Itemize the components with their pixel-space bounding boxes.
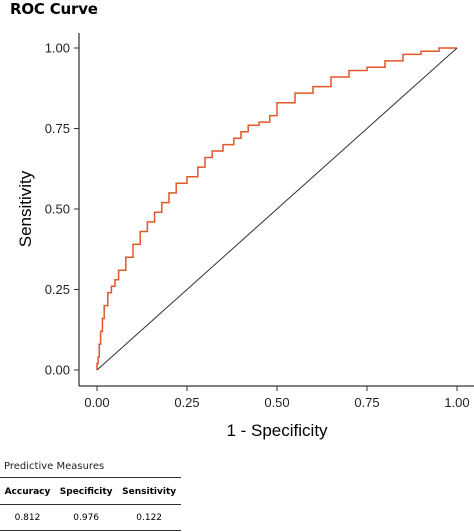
measures-caption: Predictive Measures [4, 461, 105, 472]
measures-header-row: Accuracy Specificity Sensitivity [0, 477, 181, 505]
x-tick-label: 0.50 [264, 395, 289, 410]
x-tick-label: 0.00 [84, 395, 109, 410]
y-tick-label: 0.50 [45, 202, 70, 217]
header-accuracy: Accuracy [0, 477, 55, 505]
y-tick-label: 0.75 [45, 121, 70, 136]
measures-value-row: 0.812 0.976 0.122 [0, 504, 181, 531]
x-axis-title: 1 - Specificity [226, 421, 328, 440]
header-sensitivity: Sensitivity [117, 477, 181, 505]
header-specificity: Specificity [54, 477, 118, 505]
y-tick-label: 0.00 [45, 363, 70, 378]
y-axis-title: Sensitivity [16, 170, 35, 247]
value-sensitivity: 0.122 [117, 504, 181, 531]
x-tick-label: 1.00 [444, 395, 469, 410]
measures-table: Accuracy Specificity Sensitivity 0.812 0… [0, 477, 181, 531]
roc-chart: 0.00 0.25 0.50 0.75 1.00 0.00 0.25 0.50 0.75 1.00… [16, 33, 474, 440]
y-tick-label: 0.25 [45, 282, 70, 297]
x-tick-label: 0.75 [354, 395, 379, 410]
chart-title: ROC Curve [10, 0, 98, 18]
y-tick-label: 1.00 [45, 41, 70, 56]
reference-diagonal-line [96, 47, 458, 371]
value-specificity: 0.976 [54, 504, 118, 531]
value-accuracy: 0.812 [0, 504, 55, 531]
roc-curve-line [96, 47, 457, 370]
x-tick-label: 0.25 [174, 395, 199, 410]
